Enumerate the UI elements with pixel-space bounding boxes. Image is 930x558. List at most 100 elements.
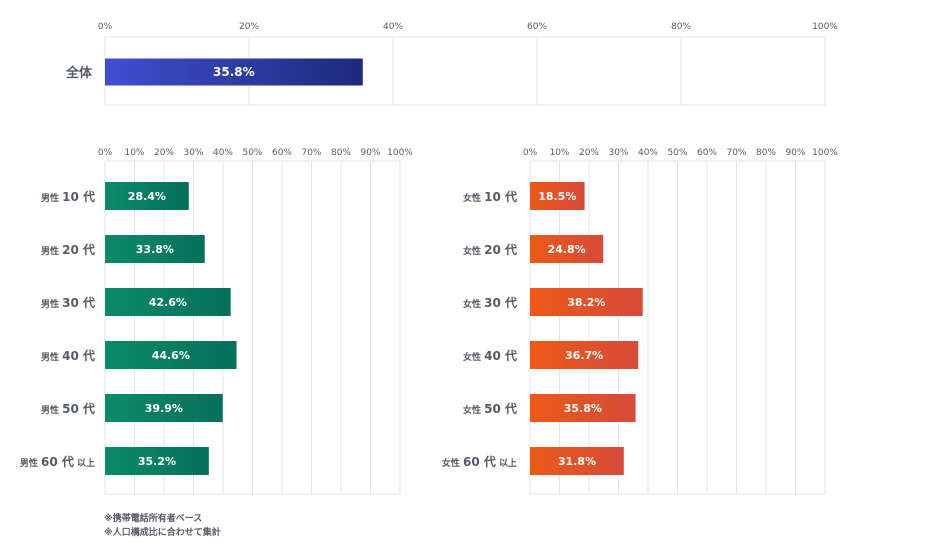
tick-label: 20% — [579, 148, 599, 158]
category-prefix: 女性 — [463, 298, 484, 310]
bar — [105, 235, 205, 263]
category-age: 30 代 — [62, 295, 95, 310]
tick-label: 20% — [154, 148, 174, 158]
category-age: 60 代 — [463, 454, 496, 469]
data-label: 44.6% — [152, 349, 190, 362]
tick-label: 70% — [301, 148, 321, 158]
tick-label: 90% — [360, 148, 380, 158]
tick-label: 80% — [756, 148, 776, 158]
data-label: 18.5% — [538, 190, 576, 203]
tick-label: 0% — [98, 22, 113, 32]
category-label: 男性 60 代 以上 — [20, 454, 95, 469]
category-age: 10 代 — [484, 189, 517, 204]
category-prefix: 女性 — [463, 404, 484, 416]
tick-label: 0% — [98, 148, 113, 158]
bar — [530, 288, 643, 316]
category-prefix: 女性 — [463, 245, 484, 257]
category-label: 全体 — [65, 65, 93, 81]
tick-label: 100% — [387, 148, 413, 158]
category-prefix: 男性 — [20, 457, 41, 469]
tick-label: 100% — [812, 148, 838, 158]
category-label: 男性 30 代 — [41, 295, 95, 310]
panel-total: 0% 20% 40% 60% 80% 100% 35.8% 全体 — [65, 22, 838, 106]
tick-label: 100% — [812, 22, 838, 32]
category-label: 男性 20 代 — [41, 242, 95, 257]
category-age: 40 代 — [484, 348, 517, 363]
tick-label: 80% — [331, 148, 351, 158]
category-prefix: 男性 — [41, 192, 62, 204]
category-label: 女性 10 代 — [463, 189, 517, 204]
data-label: 35.8% — [213, 65, 255, 79]
category-prefix: 男性 — [41, 298, 62, 310]
tick-label: 80% — [671, 22, 691, 32]
data-label: 24.8% — [547, 243, 585, 256]
category-age: 30 代 — [484, 295, 517, 310]
category-age: 10 代 — [62, 189, 95, 204]
category-prefix: 男性 — [41, 404, 62, 416]
category-prefix: 女性 — [463, 351, 484, 363]
data-label: 28.4% — [128, 190, 166, 203]
panel-male: 0% 10% 20% 30% 40% 50% 60% 70% 80% 90% 100% 28.4% 男性… — [20, 148, 413, 495]
tick-label: 10% — [549, 148, 569, 158]
tick-label: 50% — [242, 148, 262, 158]
footnote-1: ※携帯電話所有者ベース — [104, 514, 203, 524]
data-label: 38.2% — [567, 296, 605, 309]
bar — [105, 58, 363, 86]
category-age: 20 代 — [484, 242, 517, 257]
category-prefix: 女性 — [463, 192, 484, 204]
bar — [530, 394, 636, 422]
category-age: 40 代 — [62, 348, 95, 363]
panel-female: 0% 10% 20% 30% 40% 50% 60% 70% 80% 90% 100% 18.5% 女性… — [442, 148, 838, 495]
tick-label: 30% — [608, 148, 628, 158]
bar — [105, 288, 231, 316]
data-label: 31.8% — [558, 455, 596, 468]
category-age: 20 代 — [62, 242, 95, 257]
category-age: 50 代 — [62, 401, 95, 416]
tick-label: 0% — [523, 148, 538, 158]
data-label: 39.9% — [145, 402, 183, 415]
tick-label: 90% — [785, 148, 805, 158]
category-label: 男性 50 代 — [41, 401, 95, 416]
data-label: 33.8% — [136, 243, 174, 256]
category-label: 女性 20 代 — [463, 242, 517, 257]
data-label: 42.6% — [149, 296, 187, 309]
bar — [530, 447, 624, 475]
bar — [105, 182, 189, 210]
category-label: 女性 40 代 — [463, 348, 517, 363]
bar — [530, 182, 585, 210]
tick-label: 60% — [697, 148, 717, 158]
category-age: 60 代 — [41, 454, 74, 469]
category-age: 50 代 — [484, 401, 517, 416]
bar — [105, 341, 237, 369]
tick-label: 60% — [527, 22, 547, 32]
data-label: 36.7% — [565, 349, 603, 362]
tick-label: 40% — [383, 22, 403, 32]
data-label: 35.8% — [564, 402, 602, 415]
tick-label: 70% — [726, 148, 746, 158]
category-label: 女性 50 代 — [463, 401, 517, 416]
category-label: 女性 30 代 — [463, 295, 517, 310]
bar — [530, 341, 639, 369]
tick-label: 50% — [667, 148, 687, 158]
category-prefix: 女性 — [442, 457, 463, 469]
bar — [105, 394, 223, 422]
category-prefix: 男性 — [41, 245, 62, 257]
category-label: 男性 10 代 — [41, 189, 95, 204]
tick-label: 40% — [213, 148, 233, 158]
data-label: 35.2% — [138, 455, 176, 468]
bar — [530, 235, 604, 263]
tick-label: 40% — [638, 148, 658, 158]
footnote-2: ※人口構成比に合わせて集計 — [104, 528, 221, 538]
tick-label: 30% — [183, 148, 203, 158]
footnotes: ※携帯電話所有者ベース ※人口構成比に合わせて集計 — [104, 512, 221, 540]
category-suffix: 以上 — [496, 457, 517, 469]
category-prefix: 男性 — [41, 351, 62, 363]
tick-label: 20% — [239, 22, 259, 32]
category-label: 男性 40 代 — [41, 348, 95, 363]
category-suffix: 以上 — [74, 457, 95, 469]
bar — [105, 447, 209, 475]
tick-label: 10% — [124, 148, 144, 158]
category-label: 女性 60 代 以上 — [442, 454, 517, 469]
